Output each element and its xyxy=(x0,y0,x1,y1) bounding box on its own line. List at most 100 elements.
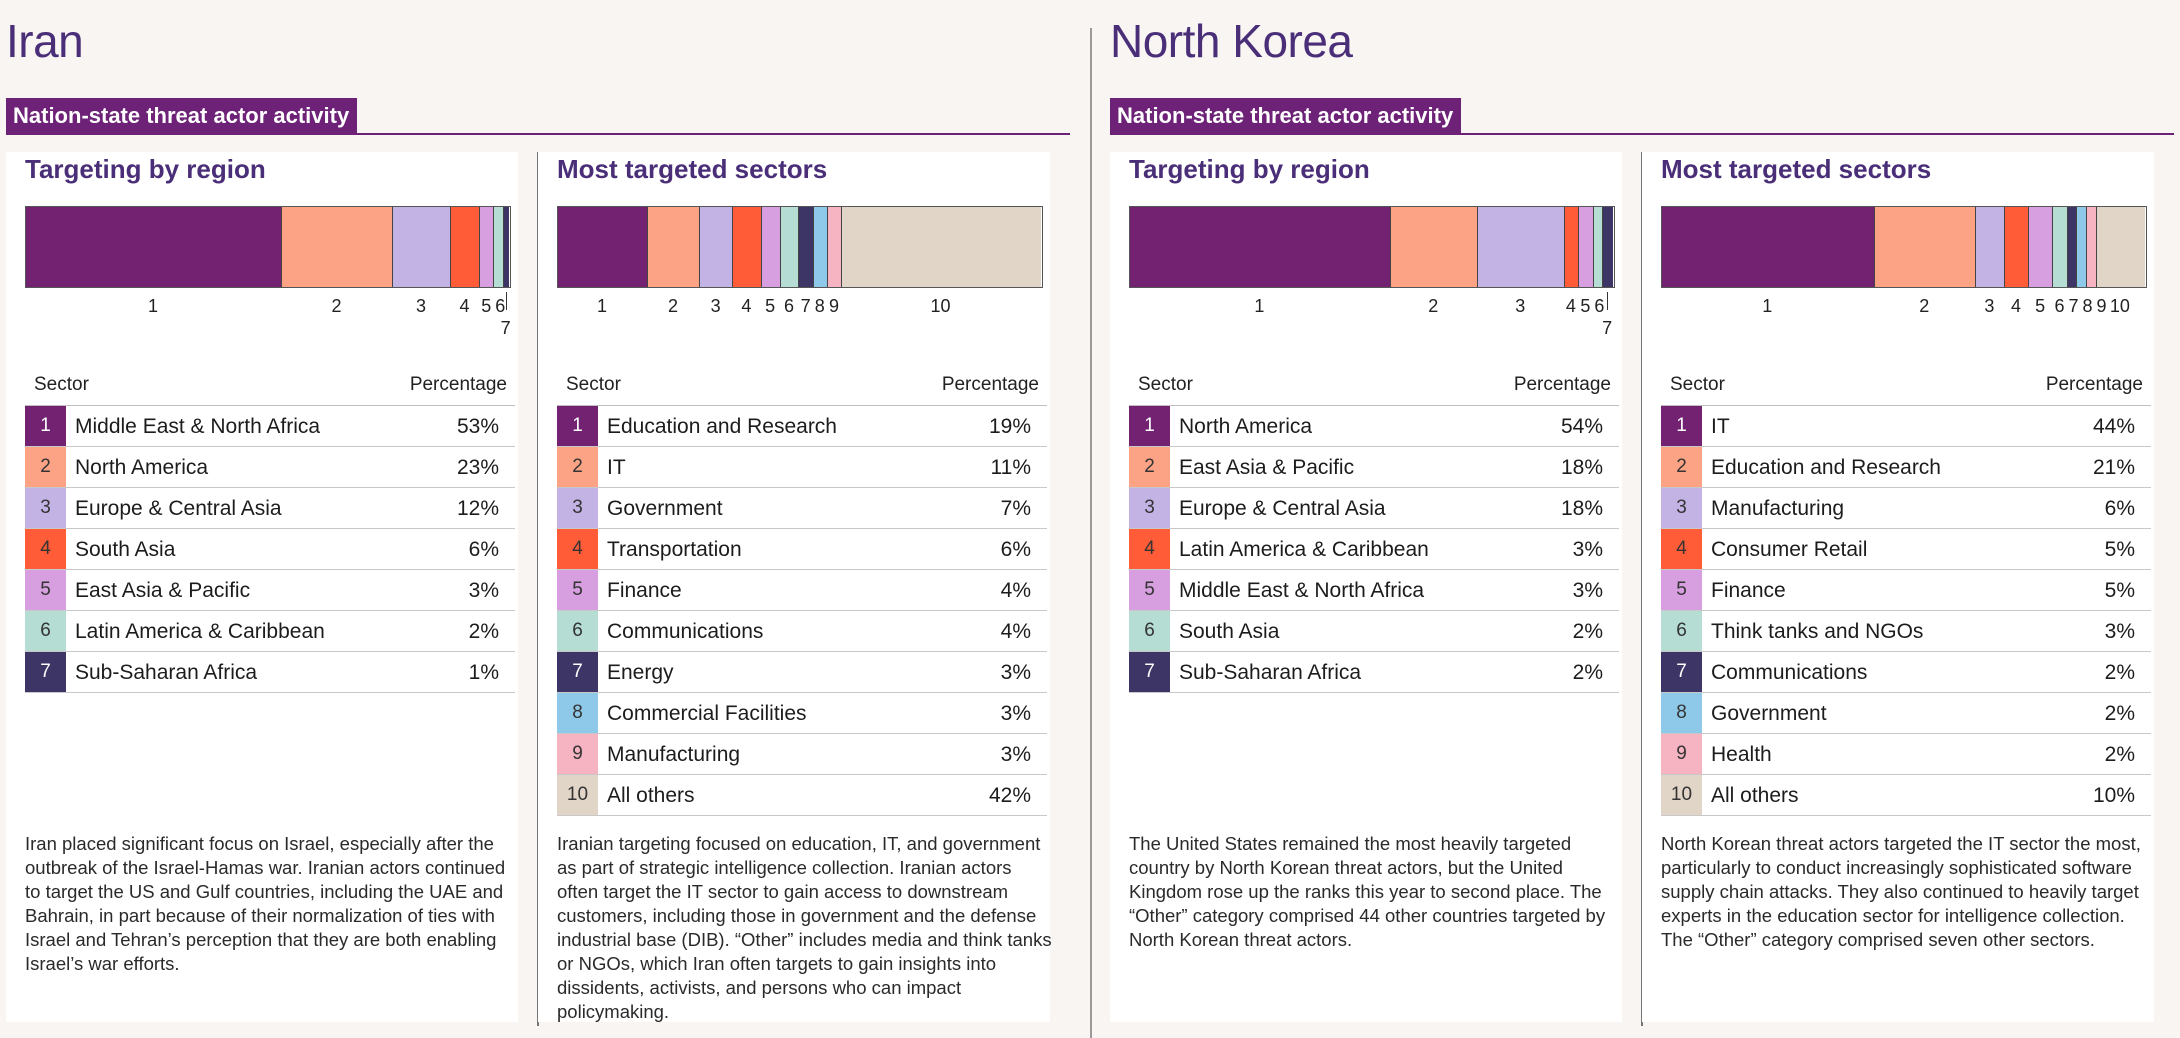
row-sector-name: North America xyxy=(1179,415,1313,438)
table-row: 5 Middle East & North Africa 3% xyxy=(1129,570,1619,611)
row-sector-name: Manufacturing xyxy=(1711,497,1845,520)
row-number-badge: 4 xyxy=(1661,529,1702,569)
segment-label: 10 xyxy=(930,296,951,316)
sector-panel: Most targeted sectors 1 2 3 4 5 6 7 8 9 10 Sector Pe… xyxy=(1642,152,2154,1022)
row-number-badge: 7 xyxy=(25,652,66,692)
table-row: 5 East Asia & Pacific 3% xyxy=(25,570,515,611)
row-sector-name: Sub-Saharan Africa xyxy=(75,661,258,684)
row-sector-name: Energy xyxy=(607,661,674,684)
segment-label: 4 xyxy=(1565,296,1576,316)
row-percentage: 42% xyxy=(988,784,1031,807)
table-row: 5 Finance 4% xyxy=(557,570,1047,611)
row-percentage: 4% xyxy=(1000,620,1031,643)
row-sector-name: Health xyxy=(1711,743,1772,766)
row-sector-name: Government xyxy=(607,497,723,520)
table-row: 6 South Asia 2% xyxy=(1129,611,1619,652)
table-row: 7 Energy 3% xyxy=(557,652,1047,693)
panel-description: North Korean threat actors targeted the … xyxy=(1661,833,2141,950)
segment-label: 8 xyxy=(2082,296,2093,316)
segment-label: 2 xyxy=(1428,296,1439,316)
segment-label: 3 xyxy=(1515,296,1526,316)
panel-title: Most targeted sectors xyxy=(1661,154,1932,184)
row-number-badge: 5 xyxy=(25,570,66,610)
bar-segment-6 xyxy=(780,207,800,287)
row-sector-name: Communications xyxy=(607,620,764,643)
row-percentage: 18% xyxy=(1560,456,1603,479)
bar-segment-3 xyxy=(393,207,452,287)
table-header: Sector Percentage xyxy=(557,370,1047,406)
row-percentage: 53% xyxy=(456,415,499,438)
table-row: 1 IT 44% xyxy=(1661,406,2151,447)
region-panel: Targeting by region 1 2 3 4 5 6 7 Sector Percenta… xyxy=(1110,152,1622,1022)
segment-label: 2 xyxy=(331,296,342,316)
segment-label: 1 xyxy=(1762,296,1773,316)
bar-segment-2 xyxy=(647,207,701,287)
bar-segment-1 xyxy=(1662,207,1875,287)
segment-label: 9 xyxy=(2096,296,2107,316)
bar-segment-5 xyxy=(2029,207,2054,287)
row-sector-name: South Asia xyxy=(75,538,176,561)
row-percentage: 6% xyxy=(2104,497,2135,520)
table-row: 4 Consumer Retail 5% xyxy=(1661,529,2151,570)
table-row: 6 Think tanks and NGOs 3% xyxy=(1661,611,2151,652)
row-percentage: 3% xyxy=(1572,538,1603,561)
section-banner: Nation-state threat actor activity xyxy=(6,98,358,134)
segment-label: 10 xyxy=(2109,296,2130,316)
row-number-badge: 7 xyxy=(1661,652,1702,692)
panel-description: The United States remained the most heav… xyxy=(1129,833,1606,950)
row-sector-name: Europe & Central Asia xyxy=(75,497,282,520)
column-header-sector: Sector xyxy=(34,374,89,395)
bar-segment-7 xyxy=(799,207,814,287)
row-sector-name: East Asia & Pacific xyxy=(1179,456,1355,479)
row-number-badge: 1 xyxy=(1661,406,1702,446)
column-header-sector: Sector xyxy=(566,374,621,395)
bar-segment-8 xyxy=(2077,207,2087,287)
segment-label: 5 xyxy=(2035,296,2046,316)
segment-label: 1 xyxy=(147,296,158,316)
bar-segment-3 xyxy=(1477,207,1565,287)
table-row: 8 Commercial Facilities 3% xyxy=(557,693,1047,734)
row-sector-name: Finance xyxy=(1711,579,1786,602)
table-row: 1 Education and Research 19% xyxy=(557,406,1047,447)
table-row: 4 Transportation 6% xyxy=(557,529,1047,570)
table-row: 5 Finance 5% xyxy=(1661,570,2151,611)
table-row: 3 Europe & Central Asia 18% xyxy=(1129,488,1619,529)
bar-segment-7 xyxy=(504,207,509,287)
bar-segment-2 xyxy=(281,207,394,287)
row-sector-name: IT xyxy=(1711,415,1730,438)
stacked-bar xyxy=(25,206,511,288)
row-percentage: 3% xyxy=(1000,702,1031,725)
row-sector-name: Education and Research xyxy=(1711,456,1941,479)
segment-label: 6 xyxy=(784,296,795,316)
row-percentage: 6% xyxy=(468,538,499,561)
table-body: 1 Education and Research 19% 2 IT 11% 3 Governm… xyxy=(557,406,1047,816)
row-percentage: 3% xyxy=(1000,743,1031,766)
bar-segment-7 xyxy=(1603,207,1613,287)
row-sector-name: IT xyxy=(607,456,626,479)
bar-segment-1 xyxy=(558,207,648,287)
table-row: 1 North America 54% xyxy=(1129,406,1619,447)
row-sector-name: East Asia & Pacific xyxy=(75,579,251,602)
table-row: 9 Manufacturing 3% xyxy=(557,734,1047,775)
panel-description: Iran placed significant focus on Israel,… xyxy=(25,833,506,974)
table-row: 9 Health 2% xyxy=(1661,734,2151,775)
segment-label: 7 xyxy=(500,318,511,338)
bar-segment-4 xyxy=(2004,207,2030,287)
row-number-badge: 3 xyxy=(1129,488,1170,528)
segment-label: 6 xyxy=(1594,296,1605,316)
segment-label: 6 xyxy=(495,296,506,316)
bar-segment-4 xyxy=(1564,207,1580,287)
segment-label: 4 xyxy=(2010,296,2022,316)
column-header-sector: Sector xyxy=(1138,374,1193,395)
table-row: 2 North America 23% xyxy=(25,447,515,488)
country-title: North Korea xyxy=(1110,15,1353,67)
region-panel: Targeting by region 1 2 3 4 5 6 7 Sector Percenta… xyxy=(6,152,518,1022)
row-percentage: 12% xyxy=(456,497,499,520)
bar-segment-10 xyxy=(2096,207,2145,287)
panel-title: Most targeted sectors xyxy=(557,154,828,184)
row-percentage: 2% xyxy=(1572,661,1603,684)
segment-label: 1 xyxy=(596,296,607,316)
segment-tick xyxy=(1607,292,1609,310)
row-percentage: 6% xyxy=(1000,538,1031,561)
